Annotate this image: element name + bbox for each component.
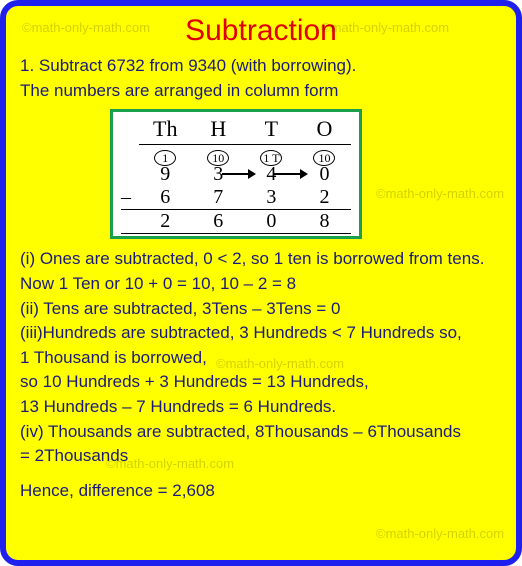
difference-h: 6: [192, 210, 245, 233]
col-header-t: T: [245, 116, 298, 145]
arrange-text: The numbers are arranged in column form: [20, 79, 502, 104]
minuend-o: 0: [319, 163, 329, 185]
minus-sign: –: [121, 186, 139, 209]
page-title: Subtraction: [20, 14, 502, 48]
answer-line: Hence, difference = 2,608: [20, 481, 502, 501]
step-iii-d: 13 Hundreds – 7 Hundreds = 6 Hundreds.: [20, 395, 502, 420]
col-header-th: Th: [139, 116, 192, 145]
arrow-icon: [274, 173, 306, 175]
difference-t: 0: [245, 210, 298, 233]
subtraction-card: ©math-only-math.com ©math-only-math.com …: [0, 0, 522, 566]
step-iv: (iv) Thousands are subtracted, 8Thousand…: [20, 420, 502, 445]
watermark: ©math-only-math.com: [376, 186, 504, 201]
step-now: Now 1 Ten or 10 + 0 = 10, 10 – 2 = 8: [20, 272, 502, 297]
watermark: ©math-only-math.com: [376, 526, 504, 541]
problem-statement: 1. Subtract 6732 from 9340 (with borrowi…: [20, 54, 502, 79]
column-subtraction-table: Th H T O 1 10 1 T 10 9 3 4 0 – 6 7 3 2: [110, 109, 362, 239]
step-i: (i) Ones are subtracted, 0 < 2, so 1 ten…: [20, 247, 502, 272]
minuend-th: 9: [139, 163, 192, 186]
step-iii: (iii)Hundreds are subtracted, 3 Hundreds…: [20, 321, 502, 346]
subtrahend-o: 2: [298, 186, 351, 209]
step-ii: (ii) Tens are subtracted, 3Tens – 3Tens …: [20, 297, 502, 322]
difference-th: 2: [139, 210, 192, 233]
col-header-h: H: [192, 116, 245, 145]
subtrahend-t: 3: [245, 186, 298, 209]
step-iv-b: = 2Thousands: [20, 444, 502, 469]
col-header-o: O: [298, 116, 351, 145]
subtrahend-h: 7: [192, 186, 245, 209]
step-iii-b: 1 Thousand is borrowed,: [20, 346, 502, 371]
subtrahend-th: 6: [139, 186, 192, 209]
step-iii-c: so 10 Hundreds + 3 Hundreds = 13 Hundred…: [20, 370, 502, 395]
difference-o: 8: [298, 210, 351, 233]
